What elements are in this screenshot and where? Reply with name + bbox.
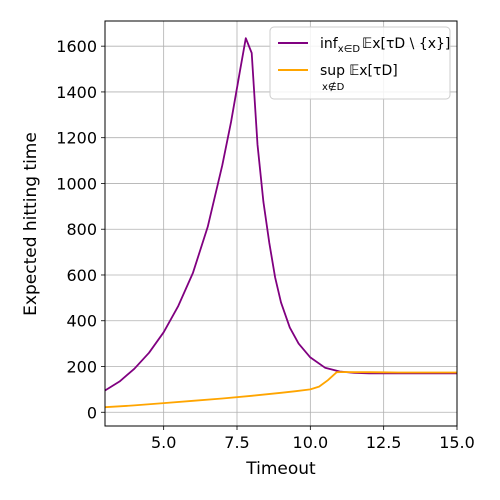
y-axis-label: Expected hitting time bbox=[21, 132, 41, 316]
y-tick-label: 200 bbox=[66, 358, 97, 377]
y-tick-label: 0 bbox=[87, 403, 97, 422]
x-tick-label: 12.5 bbox=[366, 433, 402, 452]
axis-ticks: 5.0 7.5 10.0 12.5 15.0 0 200 400 600 800 1000 1200 1… bbox=[56, 37, 475, 452]
x-tick-label: 15.0 bbox=[439, 433, 475, 452]
legend: infx∈D 𝔼x[τD \ {x}] sup 𝔼x[τD] x∉D bbox=[269, 26, 451, 100]
y-tick-label: 600 bbox=[66, 266, 97, 285]
y-tick-label: 1200 bbox=[56, 129, 97, 148]
series-line-sup bbox=[104, 371, 457, 409]
legend-label-sup-subscript: x∉D bbox=[322, 81, 345, 93]
plot-frame bbox=[104, 20, 458, 427]
y-tick-label: 1000 bbox=[56, 174, 97, 193]
legend-box bbox=[269, 26, 451, 100]
x-tick-label: 5.0 bbox=[151, 433, 176, 452]
series-lines bbox=[104, 37, 457, 409]
y-tick-label: 400 bbox=[66, 312, 97, 331]
y-tick-label: 1600 bbox=[56, 37, 97, 56]
y-tick-label: 1400 bbox=[56, 83, 97, 102]
x-axis-label: Timeout bbox=[245, 459, 316, 479]
legend-label-sup: sup 𝔼x[τD] bbox=[320, 63, 398, 79]
y-tick-label: 800 bbox=[66, 220, 97, 239]
x-tick-label: 10.0 bbox=[293, 433, 329, 452]
x-tick-label: 7.5 bbox=[224, 433, 249, 452]
legend-label-inf: infx∈D 𝔼x[τD \ {x}] bbox=[320, 36, 450, 55]
